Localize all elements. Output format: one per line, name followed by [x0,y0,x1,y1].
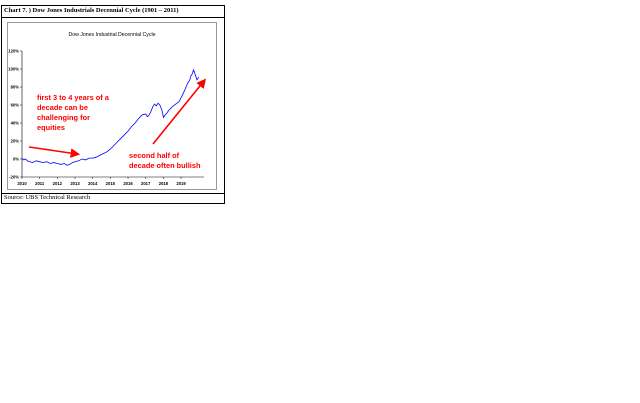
series-line [21,68,200,166]
x-tick-label: 2012 [53,181,63,186]
y-tick-label: 100% [8,67,19,72]
y-tick-label: 120% [8,49,19,54]
annotation-line: challenging for [37,113,90,122]
y-tick-label: 0% [13,157,19,162]
x-tick-label: 2017 [141,181,151,186]
y-tick-label: 40% [11,121,20,126]
source-divider [2,193,224,194]
y-tick-label: 60% [11,103,20,108]
x-tick-label: 2015 [106,181,116,186]
line-chart: Dow Jones Industrial Decennial Cycle 120… [8,32,207,186]
x-tick-label: 2014 [88,181,98,186]
y-tick-label: -20% [9,175,19,180]
arrow-late-years [152,78,207,145]
annotation-line: equities [37,123,65,132]
annotation-line: decade can be [37,103,88,112]
x-tick-label: 2010 [17,181,27,186]
arrow-early-years [28,146,81,158]
figure-caption: Chart 7. ) Dow Jones Industrials Decenni… [4,7,179,14]
x-tick-label: 2016 [123,181,133,186]
y-tick-label: 80% [11,85,20,90]
annotation-line: second half of [129,151,180,160]
y-axis: 120% 100% 80% 60% 40% 20% 0% -20% [8,49,23,180]
y-tick-label: 20% [11,139,20,144]
annotation-line: first 3 to 4 years of a [37,93,110,102]
annotation-line: decade often bullish [129,161,201,170]
chart-title: Dow Jones Industrial Decennial Cycle [68,32,155,38]
x-tick-label: 2019 [176,181,186,186]
figure-container: Chart 7. ) Dow Jones Industrials Decenni… [1,5,225,204]
figure-source: Source: UBS Technical Research [4,194,91,201]
x-tick-label: 2011 [35,181,45,186]
x-tick-label: 2013 [70,181,80,186]
chart-frame: Dow Jones Industrial Decennial Cycle 120… [7,22,217,190]
x-tick-label: 2018 [159,181,169,186]
caption-divider [2,17,224,18]
x-axis: 2010 2011 2012 2013 2014 2015 2016 2017 2018 2019 [17,176,204,186]
